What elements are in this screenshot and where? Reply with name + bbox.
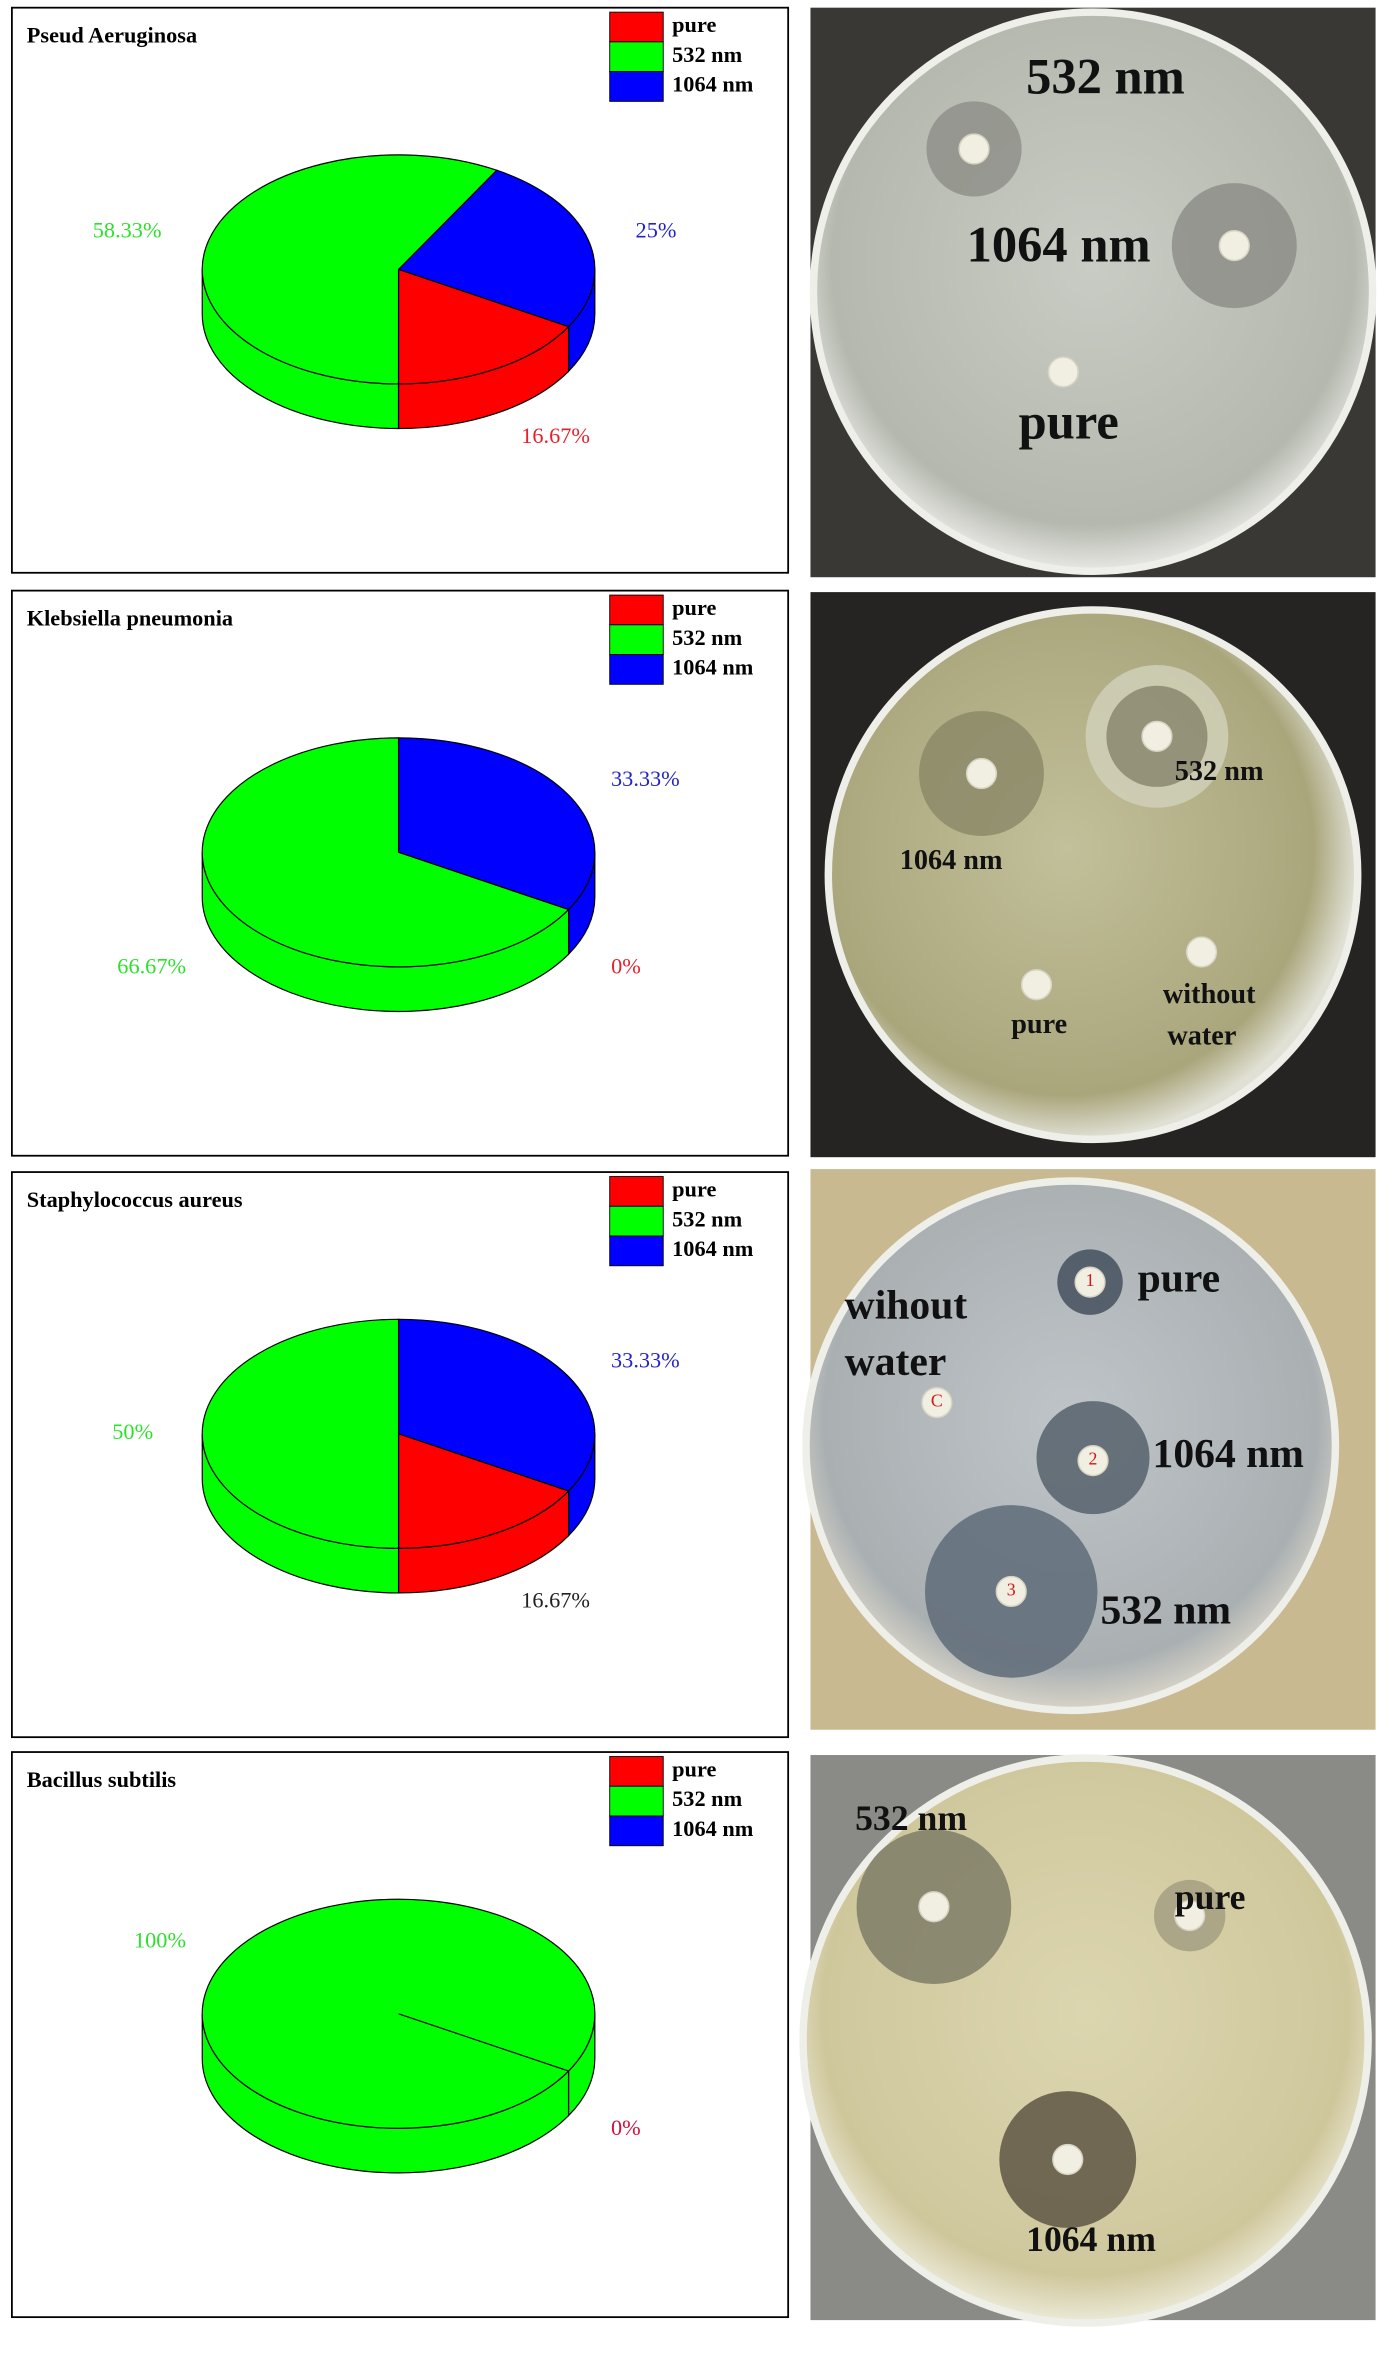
photo-label: pure [1019,394,1119,450]
value-label: 0% [611,2115,641,2140]
disc [965,757,998,790]
legend-label: 532 nm [672,625,742,650]
pie-slice [201,737,570,968]
pie-slice [397,268,570,385]
disc [1218,230,1250,262]
photo-label: 1064 nm [900,845,1003,876]
legend-swatch [609,1815,664,1847]
legend-swatch [609,1205,664,1237]
photo-label: without [1163,979,1256,1010]
pie-slice [201,1898,596,2130]
chart-title: Klebsiella pneumonia [27,605,233,630]
chart-panel: Klebsiella pneumonia pure 532 nm 1064 nm 33.… [11,589,790,1157]
legend-label: pure [672,1757,716,1782]
legend-label: 1064 nm [672,72,754,97]
value-label: 0% [611,954,641,979]
photo-label: 1064 nm [1026,2219,1156,2259]
disc-label: 2 [1089,1449,1098,1469]
value-label: 16.67% [521,1587,590,1612]
photo-label: pure [1138,1256,1221,1302]
chart-title: Pseud Aeruginosa [27,23,197,48]
legend-label: pure [672,1177,716,1202]
chart-title: Staphylococcus aureus [27,1187,243,1212]
chart-panel: Bacillus subtilis pure 532 nm 1064 nm 0% 100% [11,1751,790,2319]
legend-swatch [609,1235,664,1267]
pie-slice [397,169,596,328]
photo: 532 nm 1064 nm pure [809,7,1377,578]
legend-swatch [609,654,664,685]
disc [958,133,990,165]
pie-tops [201,1318,596,1549]
photo-label: 532 nm [1175,756,1264,787]
disc [1020,969,1053,1001]
legend-swatch [609,71,664,102]
pie-slice [201,1318,400,1549]
value-label: 58.33% [93,217,162,242]
disc-label: 3 [1007,1580,1016,1600]
value-label: 33.33% [611,766,680,791]
chart-title: Bacillus subtilis [27,1767,177,1792]
pie-tops [201,737,596,968]
disc [995,1575,1027,1608]
disc [1074,1266,1106,1298]
legend-label: 1064 nm [672,1816,754,1841]
pie-tops [201,1898,596,2130]
legend-label: pure [672,595,716,620]
photo-label: pure [1011,1009,1067,1040]
value-label: 33.33% [611,1347,680,1372]
legend-swatch [609,594,664,626]
disc [1185,936,1218,968]
legend-swatch [609,1785,664,1817]
disc [1174,1900,1206,1932]
value-label: 100% [134,1927,186,1952]
chart-panel: Staphylococcus aureus pure 532 nm 1064 nm 33… [11,1171,790,1739]
photo-label: water [845,1339,947,1385]
chart-panel: Pseud Aeruginosa pure 532 nm 1064 nm 25% 16.6… [11,6,790,574]
legend-label: 1064 nm [672,1236,754,1261]
value-label: 25% [636,217,677,242]
disc [1141,720,1173,752]
photo: pure wihout water 1064 nm 532 nm 1 2 3 C [802,1169,1376,1730]
pie-slice [201,154,498,385]
value-label: 50% [112,1419,153,1444]
disc-label: C [931,1391,943,1411]
photo-label: 532 nm [1026,49,1185,105]
photo-label: wihout [845,1282,968,1328]
pie-slice [397,1318,596,1492]
legend-swatch [609,41,664,73]
legend-label: 532 nm [672,1786,742,1811]
disc [1047,356,1079,388]
photo: 532 nm pure 1064 nm [799,1754,1376,2327]
legend-label: 532 nm [672,1206,742,1231]
legend-swatch [609,1176,664,1207]
photo-label: 1064 nm [967,217,1151,273]
disc [921,1386,953,1419]
legend-swatch [609,624,664,656]
legend-swatch [609,1756,664,1787]
photo-label: 1064 nm [1153,1431,1304,1477]
disc [1052,2143,1084,2176]
pie-slice [397,1432,570,1549]
legend-label: 1064 nm [672,655,754,680]
disc [918,1891,950,1923]
photo-label: 532 nm [1100,1587,1231,1633]
value-label: 66.67% [117,954,186,979]
photo-label: 532 nm [855,1798,967,1838]
pie-tops [201,154,596,385]
value-label: 16.67% [521,423,590,448]
legend-swatch [609,11,664,43]
photo: 1064 nm 532 nm pure without water [810,592,1376,1158]
photo-label: water [1167,1021,1236,1052]
photo-label: pure [1175,1877,1246,1917]
pie-slice [397,737,596,911]
legend-label: pure [672,12,716,37]
disc-label: 1 [1086,1270,1095,1290]
legend-label: 532 nm [672,42,742,67]
disc [1077,1444,1109,1477]
